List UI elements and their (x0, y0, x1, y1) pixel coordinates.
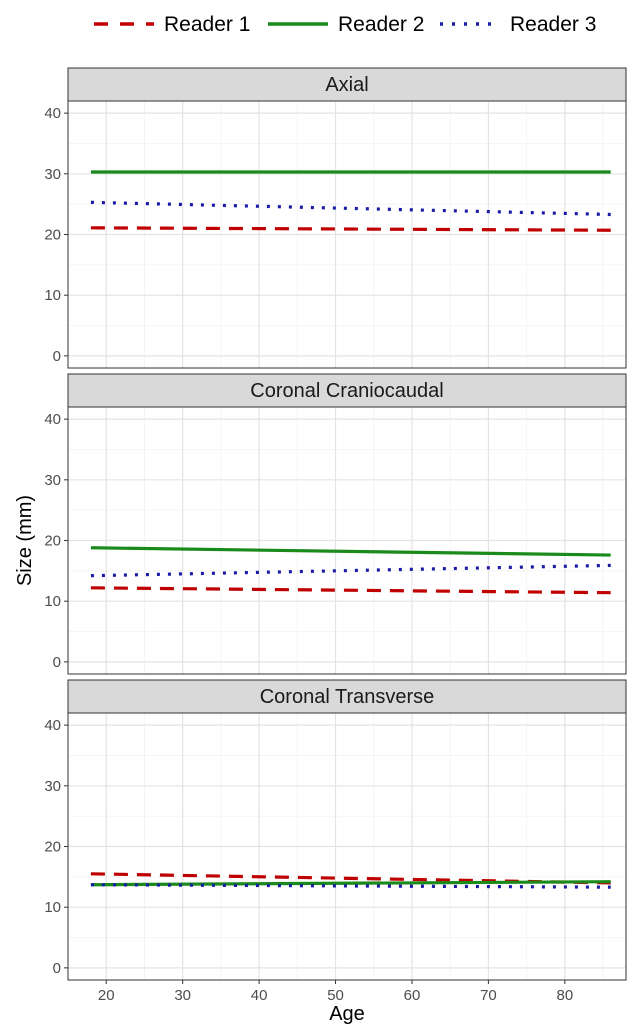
legend-label-3: Reader 3 (510, 13, 596, 36)
y-tick-label: 0 (53, 654, 61, 671)
x-tick-label: 50 (327, 987, 344, 1004)
legend-label-1: Reader 1 (164, 13, 250, 36)
y-tick-label: 0 (53, 960, 61, 977)
y-tick-label: 0 (53, 348, 61, 365)
x-axis-title: Age (329, 1003, 365, 1025)
series-line-1 (90, 872, 611, 885)
series-line-1 (90, 226, 611, 232)
series-line-2 (90, 546, 611, 557)
y-axis-title: Size (mm) (14, 495, 36, 586)
panel-title-2: Coronal Craniocaudal (250, 380, 443, 402)
panel-title-3: Coronal Transverse (260, 686, 435, 708)
y-tick-label: 30 (44, 778, 61, 795)
panel-border-3 (67, 712, 627, 981)
panel-title-1: Axial (325, 74, 368, 96)
y-tick-label: 20 (44, 533, 61, 550)
x-tick-label: 80 (557, 987, 574, 1004)
y-tick-label: 20 (44, 227, 61, 244)
panel-border-1 (67, 100, 627, 369)
x-tick-label: 60 (404, 987, 421, 1004)
y-tick-label: 40 (44, 411, 61, 428)
y-tick-label: 30 (44, 166, 61, 183)
x-tick-label: 20 (98, 987, 115, 1004)
y-tick-label: 10 (44, 287, 61, 304)
y-tick-label: 40 (44, 105, 61, 122)
y-tick-label: 10 (44, 593, 61, 610)
y-tick-label: 20 (44, 839, 61, 856)
x-tick-label: 40 (251, 987, 268, 1004)
panel-strip-1 (67, 67, 627, 102)
y-tick-label: 30 (44, 472, 61, 489)
series-line-2 (90, 880, 611, 887)
x-tick-label: 70 (480, 987, 497, 1004)
y-tick-label: 10 (44, 899, 61, 916)
legend-label-2: Reader 2 (338, 13, 424, 36)
series-line-1 (90, 586, 611, 595)
panel-strip-2 (67, 373, 627, 408)
x-tick-label: 30 (174, 987, 191, 1004)
y-tick-label: 40 (44, 717, 61, 734)
panel-border-2 (67, 406, 627, 675)
